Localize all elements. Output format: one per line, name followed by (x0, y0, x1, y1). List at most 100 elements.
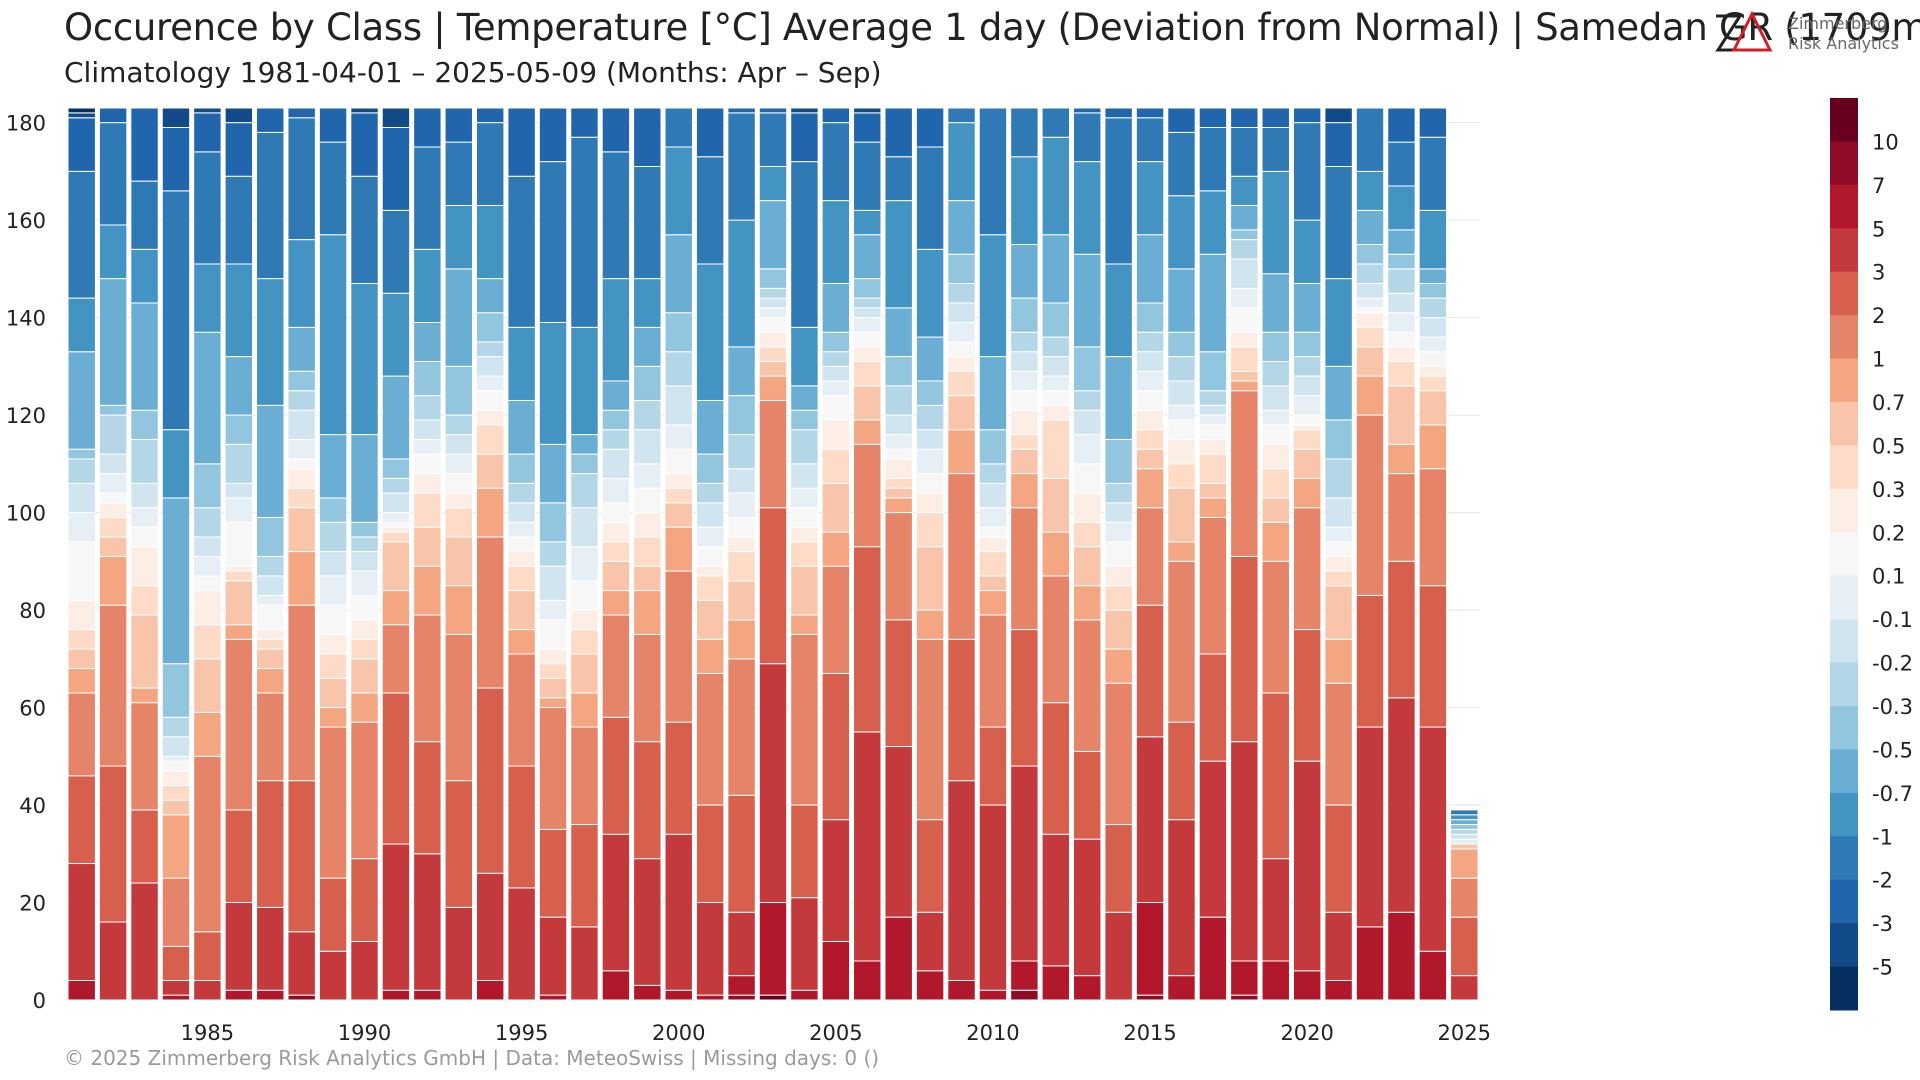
bar-segment (570, 546, 599, 582)
bar-segment (381, 526, 411, 533)
bar-segment (130, 687, 159, 704)
bar-segment (758, 200, 788, 270)
bar-segment (601, 970, 631, 1001)
legend-label: -0.7 (1872, 782, 1913, 806)
bar-segment (1230, 107, 1259, 128)
bar-segment (1167, 975, 1196, 1001)
bar-segment (695, 502, 725, 528)
bar-segment (633, 984, 662, 1001)
bar-segment (193, 711, 222, 757)
bar-segment (664, 526, 693, 572)
bar-segment (1418, 297, 1448, 319)
bar-segment (287, 551, 316, 606)
bar-segment (67, 458, 96, 484)
bar-segment (978, 463, 1008, 484)
bar-segment (821, 395, 851, 421)
bar-segment (601, 614, 631, 718)
bar-segment (161, 945, 191, 982)
bar-segment (287, 390, 316, 411)
bar-segment (475, 278, 505, 314)
bar-segment (1230, 229, 1259, 241)
legend-label: 0.5 (1872, 434, 1905, 458)
bar-segment (507, 399, 536, 455)
bar-segment (413, 526, 442, 567)
bar-segment (633, 536, 662, 567)
bar-segment (978, 575, 1008, 592)
bar-segment (915, 404, 945, 431)
bar-segment (130, 702, 159, 811)
bar-segment (381, 292, 411, 377)
bar-segment (1167, 195, 1196, 270)
bar-segment (915, 336, 945, 382)
bar-segment (1104, 609, 1133, 650)
y-tick-label: 160 (6, 209, 46, 233)
bar-segment (193, 263, 222, 333)
bar-segment (98, 555, 128, 606)
bar-segment (350, 594, 379, 621)
bar-segment (695, 575, 725, 601)
bar-segment (695, 156, 725, 265)
bar-segment (161, 663, 191, 718)
legend-label: 3 (1872, 261, 1885, 285)
bar-segment (915, 448, 945, 475)
bar-segment (287, 487, 316, 509)
bar-segment (538, 565, 568, 601)
bar-segment (444, 780, 473, 908)
bar-segment (1324, 458, 1353, 499)
bar-segment (978, 804, 1008, 991)
bar-segment (1418, 424, 1448, 470)
bar-segment (507, 629, 536, 655)
legend-swatch (1830, 141, 1858, 186)
bar-segment (381, 843, 411, 991)
bar-segment (853, 385, 882, 421)
bar-segment (98, 404, 128, 416)
bar-segment (350, 536, 379, 553)
bar-segment (1041, 302, 1071, 338)
legend-swatch (1830, 923, 1858, 968)
bar-segment (1198, 351, 1228, 392)
bar-segment (884, 414, 913, 436)
bar-segment (224, 497, 254, 523)
bar-segment (381, 624, 411, 694)
bar-segment (853, 360, 882, 387)
bar-segment (1073, 750, 1102, 840)
bar-segment (287, 780, 316, 933)
bar-segment (1230, 390, 1259, 557)
bar-segment (161, 126, 191, 192)
bar-segment (444, 453, 473, 475)
bar-segment (256, 604, 285, 631)
bar-segment (1355, 375, 1385, 416)
bar-segment (758, 331, 788, 348)
bar-segment (538, 161, 568, 323)
bar-segment (1010, 473, 1039, 509)
bar-segment (224, 989, 254, 1001)
bar-segment (1324, 804, 1353, 913)
bar-segment (1104, 824, 1133, 913)
bar-segment (1450, 848, 1479, 879)
bar-segment (570, 692, 599, 728)
bar-segment (821, 448, 851, 484)
bar-segment (664, 487, 693, 504)
bar-segment (224, 580, 254, 626)
bar-segment (727, 975, 756, 996)
bar-segment (381, 512, 411, 523)
bar-segment (821, 365, 851, 382)
bar-segment (1261, 443, 1290, 470)
bar-segment (507, 765, 536, 889)
bar-segment (193, 536, 222, 557)
bar-segment (1135, 448, 1165, 470)
bar-segment (727, 580, 756, 621)
bar-segment (1041, 234, 1071, 304)
bar-segment (161, 877, 191, 947)
bar-segment (444, 204, 473, 270)
bar-segment (1450, 975, 1479, 1001)
bar-segment (1418, 351, 1448, 367)
bar-segment (193, 555, 222, 577)
bar-segment (1104, 648, 1133, 684)
bar-segment (1041, 356, 1071, 377)
bar-segment (256, 516, 285, 557)
bar-segment (444, 365, 473, 416)
bar-segment (1104, 107, 1133, 119)
bar-segment (1230, 555, 1259, 743)
bar-segment (256, 906, 285, 991)
